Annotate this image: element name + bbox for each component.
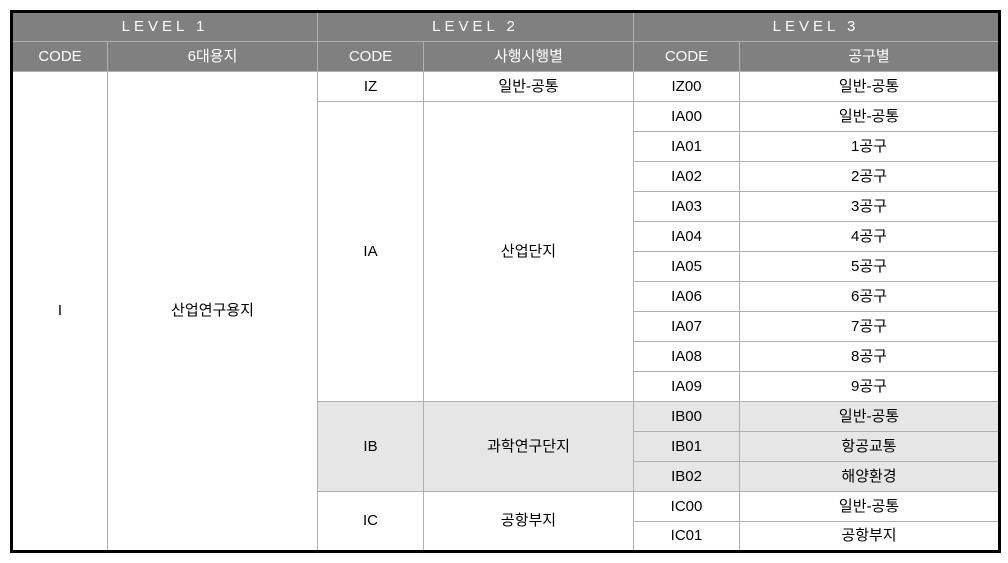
level1-title: LEVEL 1	[12, 12, 318, 42]
l3-name-cell: 9공구	[740, 372, 1000, 402]
l3-code-cell: IC01	[634, 522, 740, 552]
l1-name-cell: 산업연구용지	[108, 72, 318, 552]
l3-code-cell: IB00	[634, 402, 740, 432]
l3-code-cell: IA07	[634, 312, 740, 342]
l3-name-cell: 1공구	[740, 132, 1000, 162]
header-row-columns: CODE 6대용지 CODE 사행시행별 CODE 공구별	[12, 42, 1000, 72]
l3-code-cell: IZ00	[634, 72, 740, 102]
level2-title: LEVEL 2	[318, 12, 634, 42]
l2-name-cell: 일반-공통	[424, 72, 634, 102]
l3-name-cell: 2공구	[740, 162, 1000, 192]
table-header: LEVEL 1 LEVEL 2 LEVEL 3 CODE 6대용지 CODE 사…	[12, 12, 1000, 72]
l2-name-cell: 산업단지	[424, 102, 634, 402]
l2-name-cell: 과학연구단지	[424, 402, 634, 492]
l3-name-cell: 7공구	[740, 312, 1000, 342]
l3-name-cell: 일반-공통	[740, 102, 1000, 132]
level3-title: LEVEL 3	[634, 12, 1000, 42]
l3-code-cell: IA00	[634, 102, 740, 132]
l3-code-cell: IB02	[634, 462, 740, 492]
l2-code-cell: IZ	[318, 72, 424, 102]
l3-name-cell: 일반-공통	[740, 402, 1000, 432]
l3-name-cell: 8공구	[740, 342, 1000, 372]
table-row: I 산업연구용지 IZ 일반-공통 IZ00 일반-공통	[12, 72, 1000, 102]
l2-code-cell: IC	[318, 492, 424, 552]
l3-code-cell: IA05	[634, 252, 740, 282]
table-body: I 산업연구용지 IZ 일반-공통 IZ00 일반-공통 IA 산업단지 IA0…	[12, 72, 1000, 552]
l3-code-cell: IA02	[634, 162, 740, 192]
l2-name-cell: 공항부지	[424, 492, 634, 552]
l3-code-cell: IA09	[634, 372, 740, 402]
l3-code-cell: IB01	[634, 432, 740, 462]
l1-code-hdr: CODE	[12, 42, 108, 72]
l3-name-cell: 일반-공통	[740, 72, 1000, 102]
l3-name-hdr: 공구별	[740, 42, 1000, 72]
l3-name-cell: 일반-공통	[740, 492, 1000, 522]
l3-name-cell: 4공구	[740, 222, 1000, 252]
l2-code-cell: IB	[318, 402, 424, 492]
l1-code-cell: I	[12, 72, 108, 552]
l3-name-cell: 6공구	[740, 282, 1000, 312]
l3-code-cell: IA03	[634, 192, 740, 222]
l3-name-cell: 5공구	[740, 252, 1000, 282]
l2-name-hdr: 사행시행별	[424, 42, 634, 72]
l3-code-cell: IA06	[634, 282, 740, 312]
l3-name-cell: 항공교통	[740, 432, 1000, 462]
l2-code-cell: IA	[318, 102, 424, 402]
hierarchy-table: LEVEL 1 LEVEL 2 LEVEL 3 CODE 6대용지 CODE 사…	[10, 10, 1001, 553]
l3-code-cell: IA01	[634, 132, 740, 162]
l3-code-cell: IC00	[634, 492, 740, 522]
l3-code-cell: IA04	[634, 222, 740, 252]
l3-name-cell: 3공구	[740, 192, 1000, 222]
l3-code-hdr: CODE	[634, 42, 740, 72]
l3-code-cell: IA08	[634, 342, 740, 372]
l2-code-hdr: CODE	[318, 42, 424, 72]
l3-name-cell: 공항부지	[740, 522, 1000, 552]
l1-name-hdr: 6대용지	[108, 42, 318, 72]
l3-name-cell: 해양환경	[740, 462, 1000, 492]
header-row-levels: LEVEL 1 LEVEL 2 LEVEL 3	[12, 12, 1000, 42]
